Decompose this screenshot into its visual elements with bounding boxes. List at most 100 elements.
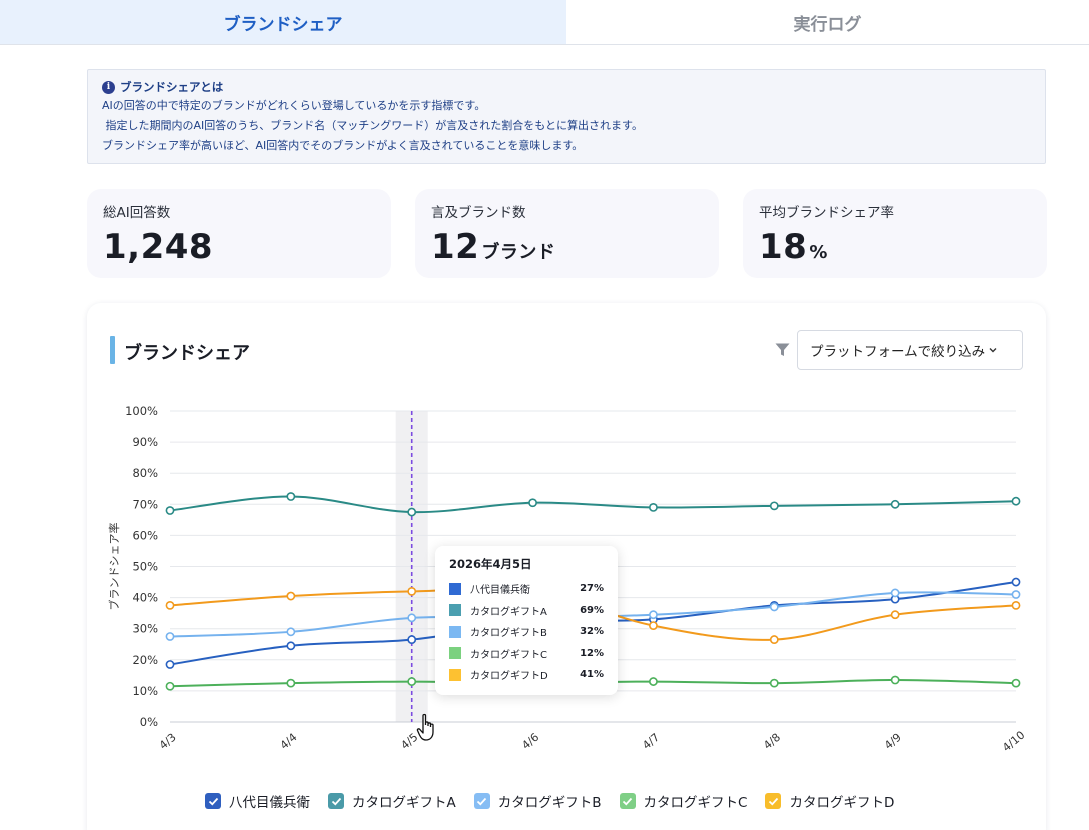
legend-item-hachidaime[interactable]: 八代目儀兵衛 bbox=[205, 791, 310, 811]
platform-filter-select[interactable]: プラットフォームで絞り込み bbox=[797, 330, 1023, 370]
data-point bbox=[165, 600, 175, 610]
legend-label: カタログギフトB bbox=[497, 795, 602, 811]
y-tick-label: 60% bbox=[132, 528, 158, 542]
stat-label: 平均ブランドシェア率 bbox=[759, 205, 894, 221]
data-point bbox=[1011, 590, 1021, 599]
info-box: i ブランドシェアとは AIの回答の中で特定のブランドがどれくらい登場しているか… bbox=[87, 69, 1046, 164]
info-title-text: ブランドシェアとは bbox=[120, 80, 224, 94]
data-point bbox=[649, 677, 658, 686]
chevron-down-icon bbox=[989, 348, 997, 353]
data-point bbox=[769, 635, 779, 644]
data-point bbox=[769, 678, 779, 688]
legend-item-catalog-a[interactable]: カタログギフトA bbox=[328, 791, 456, 811]
legend-checkbox[interactable] bbox=[328, 793, 344, 809]
x-tick-label: 4/8 bbox=[761, 731, 783, 752]
data-point bbox=[407, 677, 417, 686]
tab-brand-share[interactable]: ブランドシェア bbox=[0, 0, 566, 44]
platform-filter-label: プラットフォームで絞り込み bbox=[810, 344, 986, 360]
tooltip-row: 八代目儀兵衛 27% bbox=[449, 578, 604, 600]
data-point bbox=[769, 501, 779, 511]
x-tick-label: 4/6 bbox=[519, 731, 541, 752]
tooltip-row: カタログギフトA 69% bbox=[449, 600, 604, 622]
tooltip-row: カタログギフトC 12% bbox=[449, 643, 604, 665]
legend-label: カタログギフトA bbox=[352, 795, 456, 811]
tooltip-series-value: 27% bbox=[580, 583, 604, 595]
info-line-3: ブランドシェア率が高いほど、AI回答内でそのブランドがよく言及されていることを意… bbox=[102, 139, 584, 152]
y-tick-label: 100% bbox=[125, 404, 158, 418]
legend-checkbox[interactable] bbox=[473, 793, 490, 809]
filter-icon[interactable] bbox=[775, 343, 790, 357]
series-line-1 bbox=[169, 495, 1017, 514]
data-point bbox=[1011, 496, 1021, 506]
chart-legend: 八代目儀兵衛 カタログギフトA カタログギフトB カタログギフトC カタログギフ… bbox=[205, 791, 912, 811]
data-point bbox=[286, 627, 296, 637]
legend-label: カタログギフトC bbox=[643, 795, 748, 811]
data-point bbox=[769, 602, 779, 612]
tooltip-swatch bbox=[449, 668, 461, 681]
y-tick-label: 70% bbox=[132, 497, 158, 511]
y-tick-label: 50% bbox=[132, 560, 158, 574]
tooltip-swatch bbox=[449, 582, 461, 595]
legend-checkbox[interactable] bbox=[619, 793, 636, 809]
legend-item-catalog-c[interactable]: カタログギフトC bbox=[619, 791, 748, 811]
tooltip-series-name: カタログギフトD bbox=[470, 671, 548, 683]
legend-label: 八代目儀兵衛 bbox=[229, 795, 310, 811]
tooltip-series-name: カタログギフトA bbox=[470, 606, 547, 618]
data-point bbox=[407, 507, 417, 517]
stat-value: 1,248 bbox=[103, 227, 214, 267]
data-point bbox=[286, 678, 296, 688]
check-icon bbox=[477, 797, 487, 805]
data-point bbox=[165, 632, 175, 641]
tooltip-series-value: 12% bbox=[580, 647, 604, 659]
data-point bbox=[890, 675, 900, 685]
y-tick-label: 30% bbox=[132, 622, 158, 636]
x-tick-label: 4/7 bbox=[640, 731, 662, 752]
hand-pointer-cursor-icon bbox=[416, 713, 434, 741]
tab-bar: ブランドシェア 実行ログ bbox=[0, 0, 1089, 45]
data-point bbox=[649, 503, 658, 512]
data-point bbox=[1011, 577, 1021, 587]
data-point bbox=[407, 613, 417, 623]
tooltip-series-name: カタログギフトB bbox=[470, 628, 547, 640]
tooltip-series-name: 八代目儀兵衛 bbox=[470, 585, 530, 597]
legend-checkbox[interactable] bbox=[205, 793, 221, 809]
tooltip-date: 2026年4月5日 bbox=[449, 557, 532, 571]
data-point bbox=[890, 588, 900, 598]
x-tick-label: 4/10 bbox=[1000, 728, 1027, 754]
tooltip-swatch bbox=[449, 625, 461, 638]
stat-card-brand-count: 言及ブランド数 12 ブランド bbox=[415, 189, 719, 278]
x-tick-label: 4/3 bbox=[157, 731, 179, 752]
legend-item-catalog-d[interactable]: カタログギフトD bbox=[765, 791, 894, 811]
data-point bbox=[1011, 678, 1021, 688]
data-point bbox=[890, 499, 900, 509]
y-axis-label: ブランドシェア率 bbox=[107, 523, 121, 611]
check-icon bbox=[768, 797, 779, 805]
stat-value: 18% bbox=[759, 227, 828, 267]
tooltip-row: カタログギフトB 32% bbox=[449, 621, 604, 643]
data-point bbox=[286, 591, 296, 601]
info-line-2: 指定した期間内のAI回答のうち、ブランド名（マッチングワード）が言及された割合を… bbox=[102, 119, 643, 132]
data-point bbox=[286, 492, 296, 501]
data-point bbox=[407, 586, 417, 596]
tooltip-swatch bbox=[449, 604, 461, 617]
legend-checkbox[interactable] bbox=[765, 793, 782, 809]
check-icon bbox=[622, 797, 633, 805]
y-tick-label: 90% bbox=[132, 435, 158, 449]
y-tick-label: 40% bbox=[132, 591, 158, 605]
check-icon bbox=[208, 797, 218, 805]
tab-execution-log[interactable]: 実行ログ bbox=[566, 0, 1089, 44]
x-tick-label: 4/4 bbox=[278, 731, 300, 752]
info-icon: i bbox=[102, 80, 115, 94]
data-point bbox=[165, 506, 175, 515]
data-point bbox=[528, 498, 537, 508]
chart-section-title: ブランドシェア bbox=[124, 343, 250, 364]
stat-label: 言及ブランド数 bbox=[431, 205, 526, 221]
data-point bbox=[165, 660, 175, 669]
data-point bbox=[165, 681, 175, 691]
y-tick-label: 20% bbox=[132, 653, 158, 667]
legend-item-catalog-b[interactable]: カタログギフトB bbox=[473, 791, 602, 811]
tooltip-series-value: 32% bbox=[580, 626, 604, 638]
info-title: i ブランドシェアとは bbox=[102, 78, 1031, 96]
tooltip-row: カタログギフトD 41% bbox=[449, 664, 604, 686]
